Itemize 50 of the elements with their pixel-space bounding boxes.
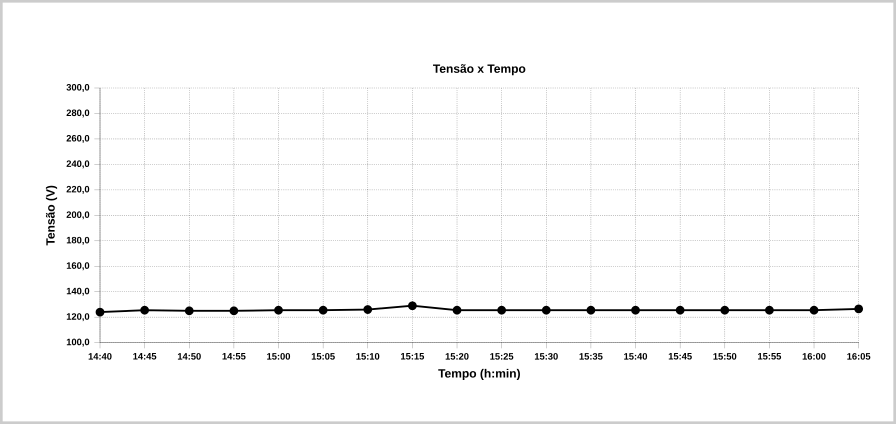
point <box>497 306 506 315</box>
point <box>676 306 685 315</box>
point <box>631 306 640 315</box>
point <box>96 308 104 316</box>
x-tick-label: 15:35 <box>580 353 603 360</box>
x-tick-label: 16:00 <box>802 353 826 360</box>
y-tick-label: 300,0 <box>66 84 90 92</box>
point <box>586 306 596 315</box>
point <box>720 306 730 315</box>
x-tick-label: 15:55 <box>758 353 782 360</box>
y-tick-label: 100,0 <box>66 338 90 347</box>
point <box>810 306 818 315</box>
point <box>854 304 864 314</box>
x-tick-label: 15:00 <box>267 353 290 360</box>
x-tick-label: 15:40 <box>624 353 648 360</box>
x-tick-label: 15:25 <box>490 353 514 360</box>
point <box>140 306 150 315</box>
x-axis-title: Tempo (h:min) <box>438 368 520 380</box>
x-tick-label: 14:55 <box>222 353 246 360</box>
x-tick-label: 16:05 <box>847 353 870 360</box>
point <box>229 306 238 316</box>
y-tick-label: 260,0 <box>66 134 90 143</box>
point <box>274 306 283 315</box>
y-tick-label: 140,0 <box>66 288 90 296</box>
point <box>452 306 462 315</box>
y-tick-label: 240,0 <box>66 160 90 168</box>
x-tick-label: 15:45 <box>668 353 692 360</box>
point <box>318 306 328 315</box>
y-tick-label: 120,0 <box>66 313 90 322</box>
x-tick-label: 14:45 <box>133 353 156 360</box>
y-tick-label: 220,0 <box>66 186 90 194</box>
point <box>363 305 372 314</box>
y-tick-label: 180,0 <box>66 236 90 245</box>
chart-title: Tensão x Tempo <box>433 64 526 76</box>
y-tick-label: 280,0 <box>66 109 90 118</box>
x-tick-label: 15:20 <box>446 353 469 360</box>
x-tick-label: 14:40 <box>88 353 112 360</box>
y-axis-title: Tensão (V) <box>46 186 58 246</box>
point <box>408 301 417 310</box>
point <box>184 306 194 316</box>
point <box>542 306 551 315</box>
x-tick-label: 15:05 <box>312 353 335 360</box>
x-tick-label: 15:50 <box>713 353 736 360</box>
y-tick-label: 200,0 <box>66 211 90 220</box>
x-tick-label: 15:15 <box>401 353 424 360</box>
x-tick-label: 15:30 <box>534 353 558 360</box>
x-tick-label: 15:10 <box>356 353 380 360</box>
y-tick-label: 160,0 <box>66 262 90 270</box>
x-tick-label: 14:50 <box>178 353 201 360</box>
point <box>765 306 774 315</box>
